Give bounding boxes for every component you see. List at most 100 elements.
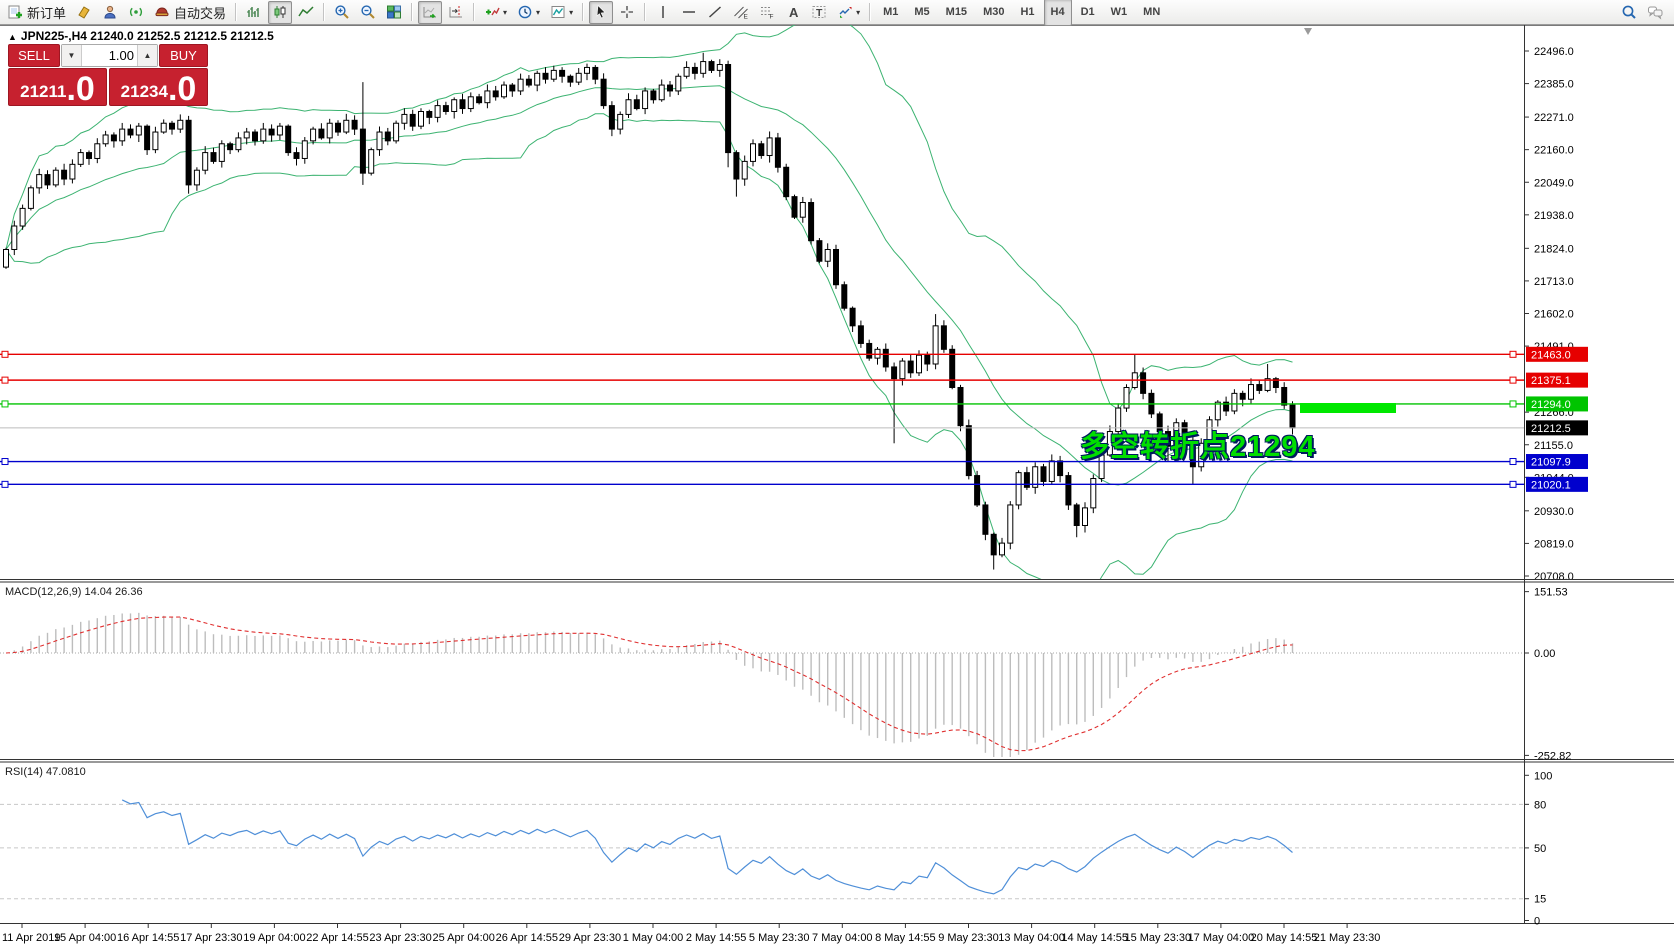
auto-scroll-button[interactable]: [418, 0, 443, 24]
date-tick-label[interactable]: 13 May 04:00: [998, 932, 1065, 944]
date-tick-label[interactable]: 7 May 04:00: [812, 932, 873, 944]
tf-h4[interactable]: H4: [1043, 0, 1072, 26]
tf-m30[interactable]: M30: [983, 6, 1005, 18]
support-line-21020-handle[interactable]: [1509, 480, 1517, 488]
support-line-21097-handle[interactable]: [1, 458, 9, 466]
bar-chart-button[interactable]: [242, 1, 266, 24]
candle-down: [384, 131, 391, 142]
text-button[interactable]: A: [781, 1, 805, 24]
pivot-line-21294-handle[interactable]: [1, 400, 9, 408]
date-tick-label[interactable]: 5 May 23:30: [749, 932, 810, 944]
new-order-button[interactable]: 新订单: [3, 1, 70, 24]
resistance-line-21463-badge: [1526, 346, 1588, 362]
search-button[interactable]: [1617, 1, 1641, 24]
horizontal-line-button[interactable]: [677, 1, 701, 24]
volume-input[interactable]: [82, 45, 137, 66]
resistance-line-21375-handle[interactable]: [1, 376, 9, 384]
date-tick-label[interactable]: 14 May 14:55: [1061, 932, 1128, 944]
sell-price[interactable]: 21211.0: [8, 68, 107, 106]
sell-button[interactable]: SELL: [8, 44, 60, 67]
tile-windows-button[interactable]: [382, 1, 406, 24]
chartshift-icon: [449, 6, 463, 18]
bollinger-lower-band: [5, 113, 1293, 579]
date-tick-label[interactable]: 23 Apr 23:30: [369, 932, 431, 944]
chart-shift-marker[interactable]: [1304, 28, 1312, 35]
date-tick-label[interactable]: 17 Apr 23:30: [180, 932, 242, 944]
date-tick-label[interactable]: 26 Apr 14:55: [496, 932, 558, 944]
auto-trading-button-label: 自动交易: [174, 5, 227, 21]
date-tick-label[interactable]: 29 Apr 23:30: [559, 932, 621, 944]
dropdown-arrow-icon[interactable]: ▾: [536, 7, 541, 17]
signals-button[interactable]: [124, 1, 148, 24]
candle-up: [434, 105, 441, 118]
tf-d1[interactable]: D1: [1080, 6, 1095, 18]
tf-m5[interactable]: M5: [914, 6, 930, 18]
support-line-21097-handle[interactable]: [1509, 458, 1517, 466]
cursor-button[interactable]: [589, 0, 614, 24]
zoom-in-button[interactable]: [330, 1, 354, 24]
date-tick-label[interactable]: 25 Apr 04:00: [433, 932, 495, 944]
dropdown-arrow-icon[interactable]: ▾: [569, 7, 574, 17]
profiles-button[interactable]: [72, 1, 96, 24]
pivot-highlight-box[interactable]: [1300, 403, 1396, 413]
dropdown-arrow-icon[interactable]: ▾: [503, 7, 508, 17]
zoom-out-button[interactable]: [356, 1, 380, 24]
resistance-line-21463-handle[interactable]: [1509, 350, 1517, 358]
chat-button[interactable]: [1643, 1, 1667, 24]
periods-button[interactable]: ▾: [513, 1, 544, 24]
crosshair-button[interactable]: [615, 1, 639, 24]
tf-h1[interactable]: H1: [1020, 6, 1035, 18]
buy-button[interactable]: BUY: [159, 44, 208, 67]
vertical-line-button[interactable]: [651, 1, 675, 24]
date-tick-label[interactable]: 22 Apr 14:55: [306, 932, 368, 944]
date-tick-label[interactable]: 15 May 23:30: [1124, 932, 1191, 944]
chart-background[interactable]: [0, 25, 1674, 949]
market-watch-button[interactable]: [98, 1, 122, 24]
macd-label: MACD(12,26,9) 14.04 26.36: [5, 586, 143, 598]
channel-button[interactable]: E: [729, 1, 753, 24]
fibonacci-button[interactable]: F: [755, 1, 779, 24]
tf-m15[interactable]: M15: [945, 6, 968, 18]
date-tick-label[interactable]: 16 Apr 14:55: [117, 932, 179, 944]
date-tick-label[interactable]: 2 May 14:55: [686, 932, 747, 944]
chart-collapse-icon[interactable]: ▲: [8, 32, 17, 42]
date-tick-label[interactable]: 8 May 14:55: [875, 932, 936, 944]
pivot-annotation-text[interactable]: 多空转折点21294: [1080, 431, 1316, 463]
person-icon: [104, 5, 116, 19]
date-tick-label[interactable]: 21 May 23:30: [1314, 932, 1381, 944]
date-tick-label[interactable]: 11 Apr 2019: [2, 932, 61, 944]
volume-decrease-button[interactable]: ▼: [62, 45, 82, 66]
date-tick-label[interactable]: 15 Apr 04:00: [54, 932, 116, 944]
date-tick-label[interactable]: 9 May 23:30: [938, 932, 999, 944]
arrows-button[interactable]: ▾: [833, 1, 864, 24]
date-tick-label[interactable]: 19 Apr 04:00: [243, 932, 305, 944]
volume-increase-button[interactable]: ▲: [137, 45, 157, 66]
arrows-icon: [839, 7, 852, 18]
indicators-button[interactable]: ▾: [480, 1, 511, 24]
support-line-21020-handle[interactable]: [1, 480, 9, 488]
pivot-line-21294-handle[interactable]: [1509, 400, 1517, 408]
candle-down: [351, 119, 358, 130]
candle-down: [957, 386, 964, 427]
auto-trading-button[interactable]: 自动交易: [150, 1, 230, 24]
line-chart-button[interactable]: [294, 1, 318, 24]
buy-price[interactable]: 21234.0: [109, 68, 208, 106]
resistance-line-21463-handle[interactable]: [1, 350, 9, 358]
templates-button[interactable]: ▾: [546, 1, 577, 24]
toolbar-separator: [411, 3, 414, 21]
resistance-line-21375-handle[interactable]: [1509, 376, 1517, 384]
price-tick-label: 21602.0: [1534, 309, 1574, 321]
date-tick-label[interactable]: 1 May 04:00: [623, 932, 684, 944]
chart-shift-button[interactable]: [444, 1, 468, 24]
dropdown-arrow-icon[interactable]: ▾: [856, 7, 861, 17]
tf-m1[interactable]: M1: [883, 6, 899, 18]
tf-mn[interactable]: MN: [1143, 6, 1161, 18]
tf-w1[interactable]: W1: [1110, 6, 1128, 18]
date-tick-label[interactable]: 17 May 04:00: [1188, 932, 1255, 944]
trendline-button[interactable]: [703, 1, 727, 24]
support-line-21020-badge-label: 21020.1: [1531, 479, 1571, 491]
text-label-button[interactable]: T: [807, 1, 831, 24]
candle-chart-button[interactable]: [268, 0, 293, 24]
date-tick-label[interactable]: 20 May 14:55: [1251, 932, 1318, 944]
